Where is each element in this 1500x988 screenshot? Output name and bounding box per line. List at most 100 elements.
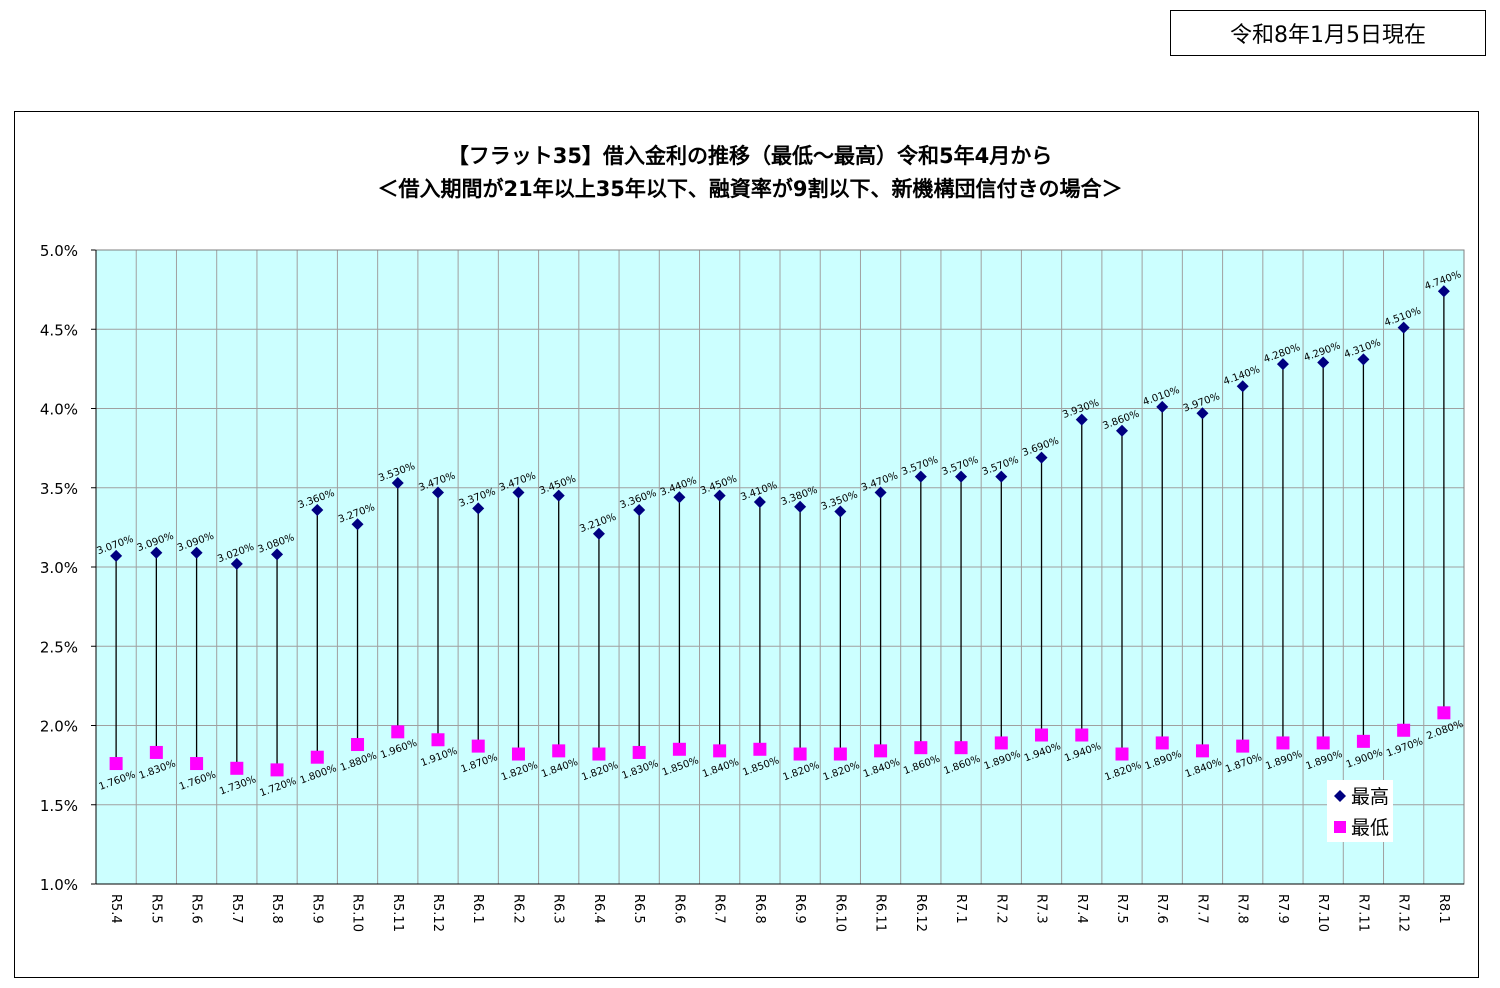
min-point [1035, 728, 1049, 742]
x-tick-label: R6.7 [712, 894, 727, 924]
x-tick-label: R7.4 [1074, 894, 1089, 924]
max-point [592, 527, 605, 540]
x-tick-label: R7.5 [1114, 894, 1129, 924]
y-tick-label: 1.5% [40, 797, 78, 815]
max-point [673, 491, 686, 504]
max-point [311, 503, 324, 516]
min-point [713, 744, 727, 758]
max-point [150, 546, 163, 559]
min-point [753, 742, 767, 756]
x-tick-label: R5.5 [148, 894, 163, 924]
diamond-icon [1334, 789, 1346, 802]
chart-legend: 最高 最低 [1327, 780, 1393, 842]
x-tick-label: R6.6 [671, 894, 686, 924]
y-tick-label: 2.0% [40, 718, 78, 736]
min-point [874, 744, 888, 758]
y-tick-label: 2.5% [40, 638, 78, 656]
max-point [230, 557, 243, 570]
max-point [713, 489, 726, 502]
max-point [472, 502, 485, 515]
legend-item-max: 最高 [1327, 780, 1393, 811]
x-tick-label: R6.11 [873, 894, 888, 932]
min-point [1356, 734, 1370, 748]
x-tick-label: R6.3 [551, 894, 566, 924]
max-point [351, 518, 364, 531]
y-tick-label: 3.0% [40, 559, 78, 577]
x-tick-label: R7.8 [1235, 894, 1250, 924]
x-tick-label: R5.9 [309, 894, 324, 924]
legend-label-max: 最高 [1351, 786, 1390, 808]
min-point [1276, 736, 1290, 750]
x-tick-label: R5.6 [189, 894, 204, 924]
x-tick-label: R5.4 [108, 894, 123, 924]
y-tick-label: 1.0% [40, 876, 78, 894]
chart-title: 【フラット35】借入金利の推移（最低～最高）令和5年4月から ＜借入期間が21年… [0, 140, 1500, 206]
x-tick-label: R5.8 [269, 894, 284, 924]
x-tick-label: R7.12 [1396, 894, 1411, 932]
max-point [834, 505, 847, 518]
min-point [1195, 744, 1209, 758]
x-tick-label: R7.9 [1275, 894, 1290, 924]
max-point [955, 470, 968, 483]
max-point [271, 548, 284, 561]
max-point [190, 546, 203, 559]
x-tick-label: R7.10 [1315, 894, 1330, 932]
min-point [954, 741, 968, 755]
x-tick-label: R7.6 [1154, 894, 1169, 924]
min-point [1115, 747, 1129, 761]
chart-title-line1: 【フラット35】借入金利の推移（最低～最高）令和5年4月から [447, 144, 1053, 168]
x-tick-label: R7.3 [1034, 894, 1049, 924]
min-point [190, 757, 204, 771]
x-tick-label: R6.5 [631, 894, 646, 924]
x-tick-label: R8.1 [1436, 894, 1451, 924]
min-point [149, 745, 163, 759]
min-point [914, 741, 928, 755]
max-point [1035, 451, 1048, 464]
min-point [431, 733, 445, 747]
min-point [672, 742, 686, 756]
x-tick-label: R5.11 [390, 894, 405, 932]
max-point [995, 470, 1008, 483]
min-point [592, 747, 606, 761]
square-icon [1334, 820, 1346, 833]
legend-item-min: 最低 [1327, 811, 1393, 842]
min-point [793, 747, 807, 761]
min-point [552, 744, 566, 758]
max-point [432, 486, 444, 499]
max-point [1317, 356, 1330, 369]
y-tick-label: 4.0% [40, 401, 78, 419]
max-point [914, 470, 927, 483]
min-point [471, 739, 485, 753]
x-tick-label: R6.8 [752, 894, 767, 924]
max-point [1276, 358, 1289, 371]
x-tick-label: R6.10 [832, 894, 847, 932]
min-point [109, 757, 123, 771]
min-point [632, 745, 646, 759]
max-point [633, 503, 646, 516]
max-point [1236, 380, 1249, 393]
max-point [1156, 400, 1169, 413]
min-point [1155, 736, 1169, 750]
x-tick-label: R5.10 [350, 894, 365, 932]
min-point [391, 725, 405, 739]
x-tick-label: R6.12 [913, 894, 928, 932]
x-tick-label: R7.2 [993, 894, 1008, 924]
max-point [1075, 413, 1088, 426]
x-tick-label: R6.4 [591, 894, 606, 924]
max-point [110, 549, 123, 562]
y-tick-label: 3.5% [40, 480, 78, 498]
max-point [1437, 285, 1450, 298]
legend-label-min: 最低 [1351, 817, 1390, 839]
min-point [310, 750, 324, 764]
max-point [1357, 353, 1370, 366]
min-point [1437, 706, 1451, 720]
x-tick-label: R6.2 [510, 894, 525, 924]
max-point [1116, 424, 1128, 437]
chart-title-line2: ＜借入期間が21年以上35年以下、融資率が9割以下、新機構団信付きの場合＞ [377, 177, 1123, 201]
min-point [1397, 723, 1411, 737]
x-tick-label: R5.12 [430, 894, 445, 932]
max-point [512, 486, 525, 499]
x-tick-label: R7.7 [1194, 894, 1209, 924]
max-point [874, 486, 887, 499]
